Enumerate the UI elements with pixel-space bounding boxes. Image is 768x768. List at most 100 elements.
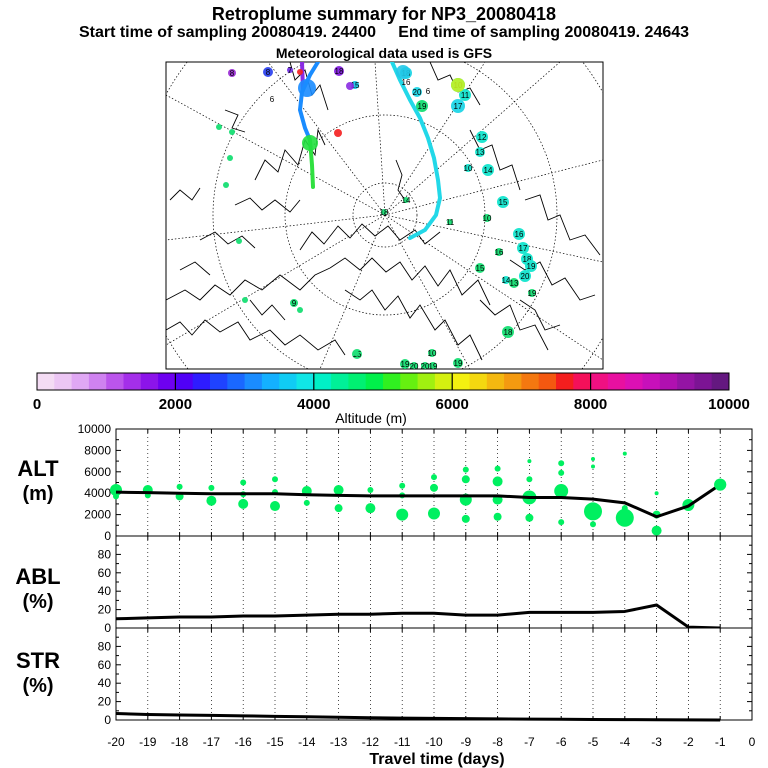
x-tick-label: -20 <box>107 735 125 749</box>
cluster-marker: 15 <box>497 196 509 208</box>
colorbar-segment <box>383 373 401 390</box>
cluster-marker: 8 <box>263 67 273 77</box>
cluster-age-label: 20 <box>421 362 430 371</box>
colorbar-tick-labels: 0 2000 4000 6000 8000 10000 <box>33 373 750 413</box>
cluster-age-label: 13 <box>476 148 485 157</box>
cluster-point <box>334 504 343 513</box>
cluster-point <box>208 484 215 491</box>
cluster-age-label: 10 <box>428 349 437 358</box>
cluster-age-label: 8 <box>230 69 235 78</box>
cluster-marker-dot <box>502 326 514 338</box>
colorbar-segment <box>400 373 418 390</box>
cluster-marker-dot <box>403 197 409 203</box>
y-tick-label: 2000 <box>84 508 111 522</box>
colorbar-tick-label: 10000 <box>708 396 750 413</box>
cluster-point <box>461 514 470 523</box>
cluster-marker-dot <box>228 69 236 77</box>
cluster-marker: 16 <box>513 228 525 240</box>
y-tick-label: 0 <box>104 713 111 727</box>
chart-title: Retroplume summary for NP3_20080418 <box>211 4 557 24</box>
plume-marker <box>297 307 303 313</box>
plume-marker <box>353 350 359 356</box>
y-tick-label: 80 <box>98 639 112 653</box>
panel-alt: 0 2000 4000 6000 8000 10000 <box>78 422 753 543</box>
time-series-panels: 0 2000 4000 6000 8000 10000 0 20 40 60 80 0 20 40 60 80… <box>78 422 756 749</box>
abl-panel-name: ABL <box>15 564 60 589</box>
colorbar-segment <box>625 373 643 390</box>
cluster-marker-dot <box>263 67 273 77</box>
colorbar-segment <box>573 373 591 390</box>
cluster-marker: 19 <box>416 100 428 112</box>
cluster-point <box>527 459 532 464</box>
cluster-marker-dot <box>483 214 491 222</box>
end-time-label: End time of sampling 20080419. 24643 <box>398 24 690 41</box>
cluster-point <box>333 484 344 495</box>
cluster-age-label: 19 <box>527 262 536 271</box>
colorbar-segment <box>711 373 730 390</box>
cluster-marker: 17 <box>517 242 529 254</box>
coastlines <box>166 62 601 361</box>
cluster-marker: 17 <box>451 99 465 113</box>
y-tick-label: 40 <box>98 676 112 690</box>
y-tick-label: 0 <box>104 529 111 543</box>
cluster-marker: 18 <box>334 66 344 76</box>
cluster-age-label: 16 <box>402 78 411 87</box>
cluster-age-label: 15 <box>351 81 360 90</box>
plume-marker <box>297 69 303 75</box>
colorbar-segment <box>590 373 609 390</box>
cluster-age-label: 16 <box>515 230 524 239</box>
cluster-marker-dot <box>464 164 472 172</box>
colorbar-frame <box>36 372 730 391</box>
map-content: 8871815181620610111719101213141510161718… <box>166 62 603 371</box>
x-axis-label: Travel time (days) <box>369 751 504 768</box>
cluster-point <box>431 474 437 481</box>
cluster-marker-dot <box>519 270 531 282</box>
cluster-point <box>554 484 569 499</box>
cluster-age-label: 20 <box>521 272 530 281</box>
plume-marker <box>334 129 342 137</box>
meridian-lines <box>166 62 603 369</box>
plume-marker <box>229 129 235 135</box>
plume-marker <box>302 135 318 151</box>
colorbar-segment <box>227 373 245 390</box>
x-tick-label: -3 <box>651 735 662 749</box>
cluster-marker: 8 <box>228 69 236 78</box>
cluster-marker-dot <box>517 242 529 254</box>
mean-line <box>115 712 721 722</box>
colorbar-segment <box>210 373 228 390</box>
colorbar-segment <box>469 373 488 390</box>
colorbar-segment <box>106 373 124 390</box>
cluster-marker-dot <box>400 359 410 369</box>
colorbar-segment <box>71 373 90 390</box>
plume-marker <box>223 182 229 188</box>
cluster-marker-dot <box>416 100 428 112</box>
colorbar-segment <box>192 373 211 390</box>
cluster-marker: 6 <box>270 95 275 104</box>
cluster-marker-dot <box>429 362 437 369</box>
cluster-age-label: 11 <box>461 91 470 100</box>
cluster-marker-dot <box>475 147 485 157</box>
cluster-marker-dot <box>528 289 536 297</box>
colorbar-segment <box>642 373 661 390</box>
cluster-age-label: 7 <box>288 66 293 75</box>
cluster-marker: 11 <box>459 89 471 101</box>
cluster-marker-dot <box>502 276 510 284</box>
plume-marker <box>227 155 233 161</box>
cluster-marker: 15 <box>475 263 485 273</box>
x-tick-label: -8 <box>492 735 503 749</box>
cluster-point <box>590 521 596 528</box>
cluster-age-label: 6 <box>426 87 431 96</box>
x-tick-label: -4 <box>619 735 630 749</box>
cluster-point <box>270 501 280 512</box>
cluster-marker: 19 <box>528 289 537 298</box>
str-panel-name: STR <box>16 648 60 673</box>
cluster-marker-dot <box>475 263 485 273</box>
cluster-marker-dot <box>287 67 293 73</box>
colorbar-segment <box>331 373 349 390</box>
y-tick-label: 60 <box>98 566 112 580</box>
x-tick-label: -18 <box>171 735 189 749</box>
cluster-marker: 10 <box>428 349 437 358</box>
y-tick-label: 4000 <box>84 486 111 500</box>
cluster-age-label: 17 <box>454 102 463 111</box>
colorbar-segment <box>365 373 384 390</box>
